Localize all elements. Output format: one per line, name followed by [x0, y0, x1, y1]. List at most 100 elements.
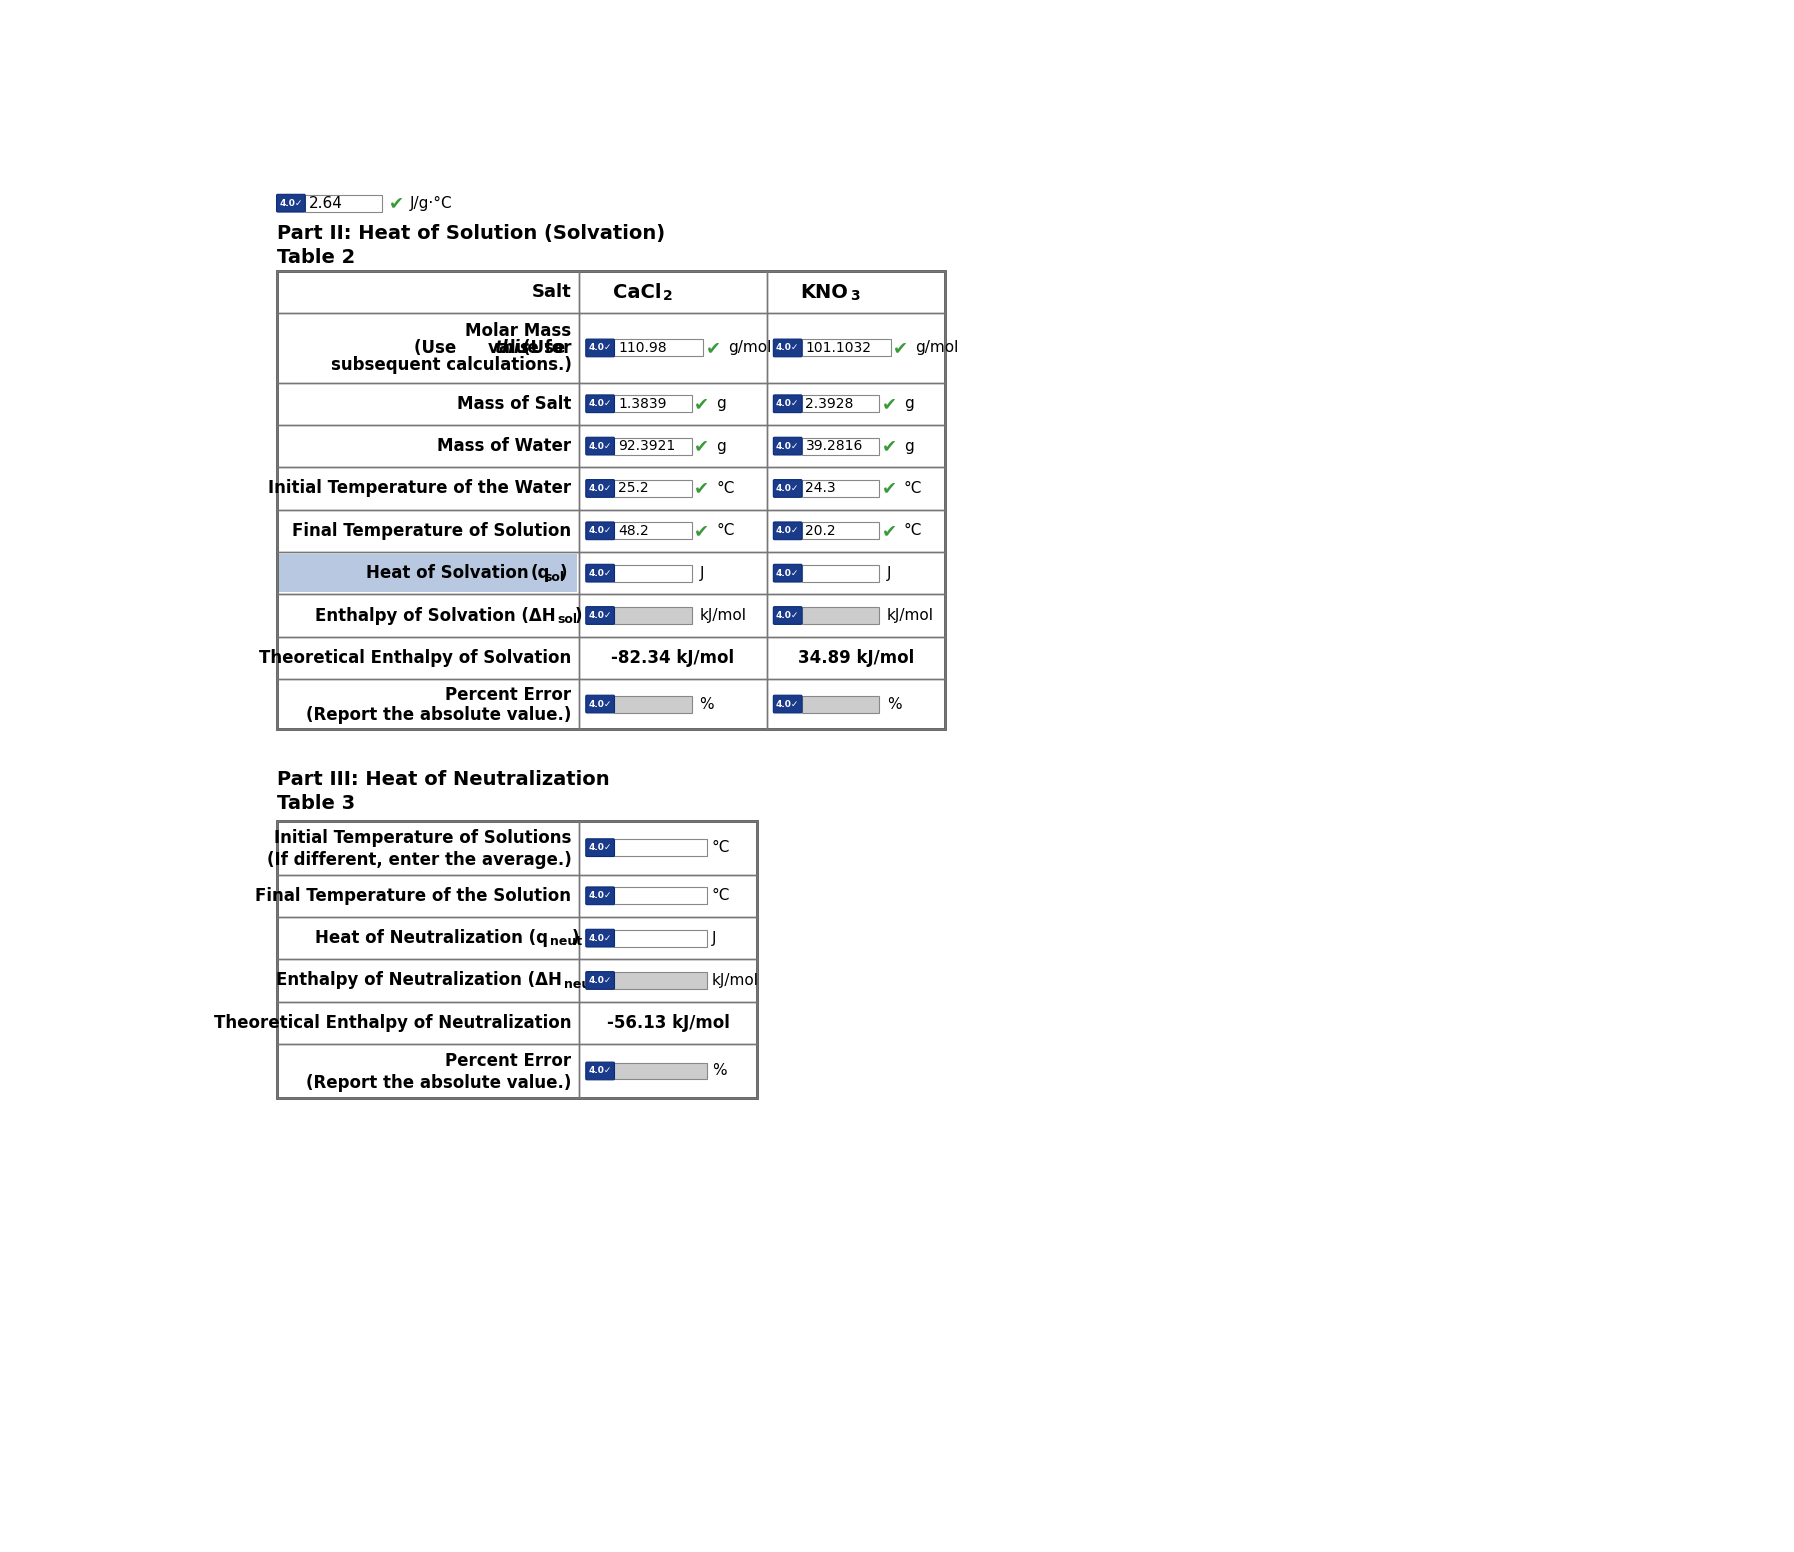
Text: g: g [716, 396, 727, 411]
Text: 4.0✓: 4.0✓ [777, 484, 800, 494]
Bar [614, 840, 707, 857]
Text: (q: (q [531, 565, 549, 582]
Text: 4.0✓: 4.0✓ [280, 199, 303, 208]
Text: ): ) [574, 607, 581, 624]
Text: 92.3921: 92.3921 [617, 439, 675, 453]
Bar [579, 917, 757, 959]
Bar [579, 272, 766, 314]
Bar [766, 636, 945, 680]
Text: 39.2816: 39.2816 [806, 439, 863, 453]
Text: subsequent calculations.): subsequent calculations.) [330, 355, 572, 374]
Text: Final Temperature of Solution: Final Temperature of Solution [292, 521, 572, 540]
Bar [766, 553, 945, 594]
Bar [614, 523, 691, 539]
Text: neut: neut [549, 936, 581, 948]
Bar [579, 875, 757, 917]
Text: g/mol: g/mol [915, 340, 960, 355]
FancyBboxPatch shape [773, 607, 802, 624]
Bar [802, 340, 892, 357]
Text: Initial Temperature of the Water: Initial Temperature of the Water [269, 480, 572, 498]
Bar [802, 607, 879, 624]
Bar [579, 1044, 757, 1097]
Bar [802, 396, 879, 413]
FancyBboxPatch shape [587, 930, 615, 947]
Bar [766, 272, 945, 314]
Bar [614, 340, 703, 357]
Bar [579, 1001, 757, 1044]
Text: 4.0✓: 4.0✓ [588, 442, 612, 450]
Text: Enthalpy of Solvation (ΔH: Enthalpy of Solvation (ΔH [316, 607, 556, 624]
Bar [766, 467, 945, 509]
Text: 2: 2 [664, 289, 673, 303]
Bar [766, 509, 945, 553]
Bar [579, 425, 766, 467]
Text: Percent Error: Percent Error [445, 686, 572, 705]
Bar [766, 314, 945, 383]
Text: ✔: ✔ [694, 394, 709, 413]
Text: 4.0✓: 4.0✓ [777, 568, 800, 577]
FancyBboxPatch shape [587, 886, 615, 905]
Text: Part II: Heat of Solution (Solvation): Part II: Heat of Solution (Solvation) [276, 225, 666, 244]
Bar [276, 425, 579, 467]
Text: 4.0✓: 4.0✓ [777, 343, 800, 352]
Bar [802, 523, 879, 539]
Bar [579, 959, 757, 1001]
Text: ✔: ✔ [881, 521, 897, 540]
Text: 4.0✓: 4.0✓ [588, 484, 612, 494]
Text: °C: °C [712, 888, 730, 903]
Text: KNO: KNO [800, 282, 849, 301]
Bar [579, 383, 766, 425]
Text: °C: °C [904, 481, 922, 497]
Bar [766, 383, 945, 425]
Text: 24.3: 24.3 [806, 481, 836, 495]
Text: 4.0✓: 4.0✓ [777, 399, 800, 408]
Text: 101.1032: 101.1032 [806, 341, 872, 355]
Text: Theoretical Enthalpy of Solvation: Theoretical Enthalpy of Solvation [258, 649, 572, 667]
Text: (Report the absolute value.): (Report the absolute value.) [307, 706, 572, 725]
Bar [766, 425, 945, 467]
Text: 48.2: 48.2 [617, 525, 649, 539]
Text: ✔: ✔ [694, 438, 709, 455]
Text: sol: sol [544, 571, 565, 584]
Text: Table 3: Table 3 [276, 795, 355, 813]
Bar [614, 396, 691, 413]
Text: 34.89 kJ/mol: 34.89 kJ/mol [798, 649, 913, 667]
Text: g: g [904, 439, 913, 453]
Text: this: this [493, 338, 529, 357]
FancyBboxPatch shape [773, 695, 802, 712]
Text: -56.13 kJ/mol: -56.13 kJ/mol [606, 1013, 730, 1032]
Text: g: g [904, 396, 913, 411]
FancyBboxPatch shape [587, 838, 615, 857]
Bar [276, 1044, 579, 1097]
Text: ): ) [560, 565, 567, 582]
Text: ✔: ✔ [893, 338, 908, 357]
Text: ✔: ✔ [389, 194, 404, 213]
Text: J: J [886, 565, 892, 580]
Text: -82.34 kJ/mol: -82.34 kJ/mol [612, 649, 734, 667]
Text: 2.64: 2.64 [309, 196, 343, 211]
Text: %: % [712, 1063, 727, 1079]
Text: 110.98: 110.98 [617, 341, 667, 355]
FancyBboxPatch shape [773, 480, 802, 497]
Text: 20.2: 20.2 [806, 525, 836, 539]
Text: g: g [716, 439, 727, 453]
FancyBboxPatch shape [587, 480, 615, 497]
Bar [276, 1001, 579, 1044]
Bar [305, 194, 382, 211]
FancyBboxPatch shape [773, 565, 802, 582]
Text: ): ) [572, 930, 579, 947]
Text: kJ/mol: kJ/mol [886, 608, 935, 622]
FancyBboxPatch shape [587, 438, 615, 455]
Bar [579, 594, 766, 636]
Bar [802, 438, 879, 455]
FancyBboxPatch shape [587, 521, 615, 540]
FancyBboxPatch shape [773, 338, 802, 357]
Bar [802, 480, 879, 497]
Text: 4.0✓: 4.0✓ [588, 568, 612, 577]
Text: (Use        value for: (Use value for [414, 338, 572, 357]
Bar [579, 680, 766, 729]
Text: (Report the absolute value.): (Report the absolute value.) [307, 1074, 572, 1091]
Text: Mass of Water: Mass of Water [438, 438, 572, 455]
Bar [614, 438, 691, 455]
Text: J/g·°C: J/g·°C [411, 196, 452, 211]
